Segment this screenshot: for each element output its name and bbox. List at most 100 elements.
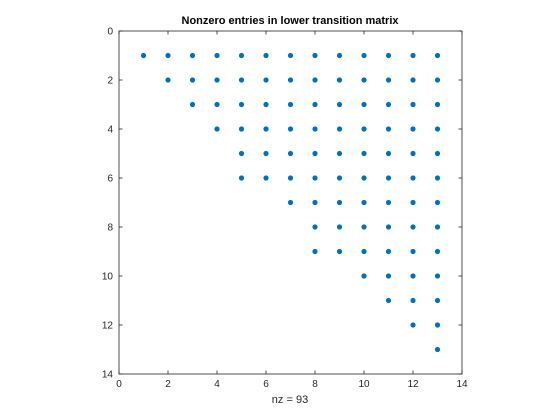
data-point [361, 224, 367, 230]
data-point [410, 126, 416, 132]
x-tick-label: 6 [263, 379, 269, 390]
data-point [263, 77, 269, 83]
data-point [361, 175, 367, 181]
data-point [361, 199, 367, 206]
data-point [385, 248, 392, 255]
data-point [214, 77, 220, 83]
data-point [361, 52, 367, 59]
data-point [361, 126, 367, 132]
data-point [385, 126, 392, 132]
data-point [238, 101, 245, 108]
data-point [434, 101, 441, 108]
data-point [287, 101, 294, 108]
data-point [410, 224, 416, 230]
plot-area: 0 2 4 6 8 10 12 14 0 2 4 6 8 10 12 14 [102, 27, 468, 391]
data-point [287, 77, 294, 83]
data-point [238, 126, 245, 132]
data-point [410, 199, 416, 206]
data-point [385, 199, 392, 206]
y-tick-label: 4 [107, 125, 113, 136]
data-point [361, 101, 367, 108]
data-point [165, 77, 171, 83]
x-tick-label: 2 [165, 379, 171, 390]
data-point [312, 52, 318, 59]
data-point [287, 126, 294, 132]
chart-title: Nonzero entries in lower transition matr… [182, 15, 400, 27]
data-point [385, 101, 392, 108]
data-point [410, 175, 416, 181]
data-point [263, 150, 269, 157]
data-point [336, 199, 343, 206]
data-point [434, 297, 441, 304]
y-tick-label: 12 [102, 321, 114, 332]
data-point [189, 101, 196, 108]
data-point [312, 77, 318, 83]
data-point [238, 175, 245, 181]
data-point [385, 150, 392, 157]
data-point [312, 101, 318, 108]
data-point [385, 175, 392, 181]
data-point [410, 273, 416, 279]
y-tick-label: 8 [107, 223, 113, 234]
data-point [434, 77, 441, 83]
x-axis-label: nz = 93 [272, 394, 308, 406]
data-points [140, 52, 441, 353]
data-point [312, 224, 318, 230]
data-point [434, 150, 441, 157]
data-point [434, 248, 441, 255]
data-point [336, 175, 343, 181]
x-tick-label: 4 [214, 379, 220, 390]
data-point [189, 77, 196, 83]
data-point [385, 77, 392, 83]
data-point [385, 224, 392, 230]
x-tick-label: 12 [407, 379, 419, 390]
data-point [165, 52, 171, 59]
data-point [214, 126, 220, 132]
y-tick-label: 2 [107, 76, 113, 87]
data-point [336, 150, 343, 157]
data-point [140, 52, 147, 59]
data-point [312, 248, 318, 255]
data-point [434, 224, 441, 230]
data-point [312, 150, 318, 157]
data-point [214, 101, 220, 108]
y-tick-label: 14 [102, 370, 114, 381]
data-point [434, 346, 441, 353]
data-point [287, 52, 294, 59]
data-point [312, 199, 318, 206]
data-point [361, 150, 367, 157]
data-point [385, 273, 392, 279]
data-point [336, 248, 343, 255]
data-point [312, 175, 318, 181]
data-point [336, 101, 343, 108]
data-point [410, 52, 416, 59]
data-point [189, 52, 196, 59]
data-point [287, 150, 294, 157]
data-point [410, 77, 416, 83]
data-point [214, 52, 220, 59]
x-tick-label: 0 [116, 379, 122, 390]
y-tick-label: 10 [102, 272, 114, 283]
data-point [434, 175, 441, 181]
data-point [336, 52, 343, 59]
data-point [410, 248, 416, 255]
data-point [410, 322, 416, 328]
data-point [263, 175, 269, 181]
data-point [336, 126, 343, 132]
data-point [434, 273, 441, 279]
data-point [238, 77, 245, 83]
data-point [385, 297, 392, 304]
data-point [238, 150, 245, 157]
x-tick-label: 8 [312, 379, 318, 390]
data-point [287, 199, 294, 206]
data-point [410, 297, 416, 304]
data-point [385, 52, 392, 59]
data-point [434, 126, 441, 132]
y-tick-label: 0 [107, 27, 113, 38]
data-point [336, 224, 343, 230]
data-point [263, 101, 269, 108]
x-axis: 0 2 4 6 8 10 12 14 [116, 31, 468, 390]
data-point [434, 52, 441, 59]
